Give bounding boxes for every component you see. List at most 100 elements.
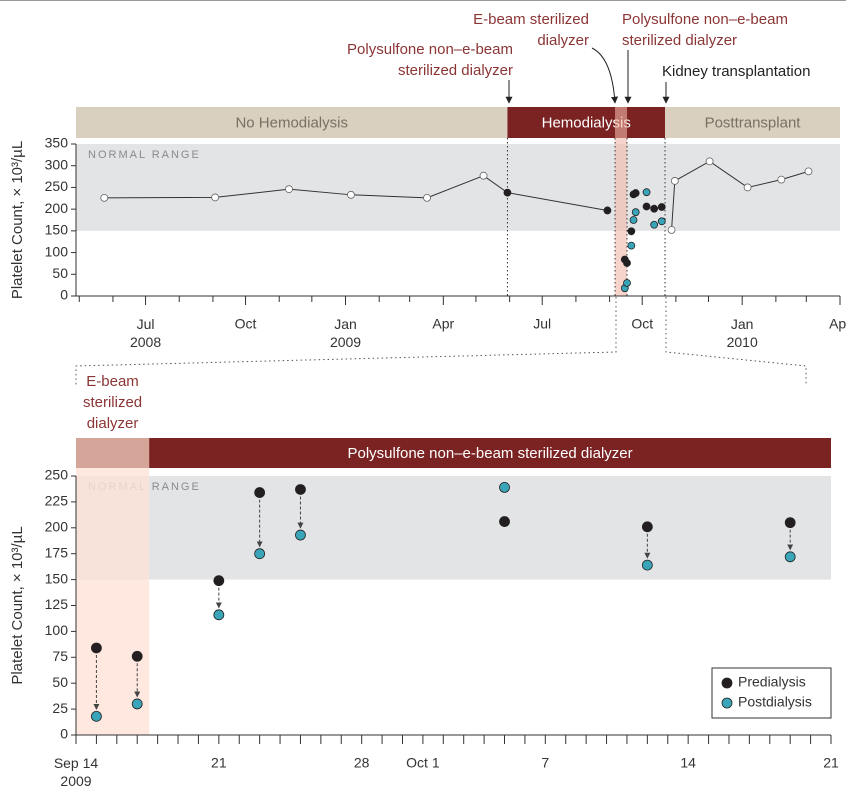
x-tick-label: 28 xyxy=(354,755,370,771)
period-label: E-beam sterilized dialyzer xyxy=(83,373,142,432)
data-point xyxy=(657,203,666,211)
y-tick-label: 100 xyxy=(45,622,69,638)
x-tick-label: Jan 2009 xyxy=(330,316,361,350)
annotation: Polysulfone non–e-beam sterilized dialyze… xyxy=(622,11,788,49)
data-point xyxy=(254,548,266,560)
period-label: No Hemodialysis xyxy=(235,114,348,131)
x-tick-label: Jan 2010 xyxy=(727,316,758,350)
normal-range-label: NORMAL RANGE xyxy=(88,149,201,161)
data-point xyxy=(623,279,631,287)
data-point xyxy=(670,177,679,185)
data-point xyxy=(254,487,266,498)
data-point xyxy=(642,188,651,197)
data-point xyxy=(629,216,638,224)
y-tick-label: 0 xyxy=(60,726,68,742)
x-tick-label: Jul 2008 xyxy=(130,316,161,350)
legend-label: Postdialysis xyxy=(738,694,812,710)
y-tick-label: 350 xyxy=(45,135,69,151)
data-point xyxy=(131,698,143,710)
y-tick-label: 200 xyxy=(45,200,69,216)
data-point xyxy=(631,189,640,197)
x-tick-label: Oct xyxy=(235,316,257,332)
y-tick-label: 200 xyxy=(45,519,69,535)
annotation: Polysulfone non–e-beam sterilized dialyze… xyxy=(347,41,513,79)
data-point xyxy=(642,202,651,211)
y-tick-label: 50 xyxy=(52,265,68,281)
data-point xyxy=(743,183,752,192)
data-point xyxy=(641,559,653,571)
legend-label: Predialysis xyxy=(738,674,806,690)
data-point xyxy=(347,190,355,199)
data-point xyxy=(423,193,431,202)
x-tick-label: Sep 14 2009 xyxy=(54,755,99,789)
x-tick-label: Jul xyxy=(533,316,551,332)
data-point xyxy=(499,481,510,493)
period-band xyxy=(665,107,840,138)
data-point xyxy=(641,521,653,533)
data-point xyxy=(131,650,143,662)
data-point xyxy=(657,217,666,226)
y-axis-title: Platelet Count, × 10³/µL xyxy=(9,526,26,684)
data-point xyxy=(91,710,102,722)
period-band xyxy=(507,107,666,138)
data-point xyxy=(667,226,676,234)
legend-box xyxy=(711,667,832,719)
x-tick-label: 21 xyxy=(823,755,839,771)
y-tick-label: 0 xyxy=(60,287,68,303)
y-tick-label: 150 xyxy=(45,222,69,238)
period-band xyxy=(76,107,508,138)
data-point xyxy=(213,575,225,587)
y-tick-label: 75 xyxy=(52,648,68,664)
plot-area xyxy=(76,144,840,231)
series-line xyxy=(671,160,809,231)
data-point xyxy=(623,259,631,267)
y-tick-label: 300 xyxy=(45,156,69,172)
data-point xyxy=(804,167,813,176)
data-point xyxy=(499,516,510,527)
y-tick-label: 150 xyxy=(45,570,69,586)
x-tick-label: Apr xyxy=(432,316,454,332)
data-point xyxy=(631,208,640,217)
period-label: Hemodialysis xyxy=(542,114,631,131)
period-label: Posttransplant xyxy=(705,114,802,131)
data-point xyxy=(650,204,659,213)
y-tick-label: 250 xyxy=(45,178,69,194)
period-band xyxy=(149,438,831,468)
data-point xyxy=(627,227,636,236)
data-point xyxy=(479,171,488,180)
series-line xyxy=(104,175,608,211)
data-point xyxy=(705,157,714,166)
data-point xyxy=(784,551,796,563)
annotation-arrow xyxy=(591,47,619,104)
y-tick-label: 250 xyxy=(45,467,69,483)
y-tick-label: 100 xyxy=(45,243,69,259)
data-point xyxy=(784,517,796,529)
x-tick-label: 21 xyxy=(211,755,227,771)
legend-swatch xyxy=(721,697,733,709)
y-axis-title: Platelet Count, × 10³/µL xyxy=(9,141,26,299)
x-tick-label: 14 xyxy=(680,755,696,771)
normal-range xyxy=(76,476,831,580)
data-point xyxy=(627,241,636,250)
x-tick-label: Apr xyxy=(829,316,846,332)
x-tick-label: 7 xyxy=(541,755,549,771)
data-point xyxy=(295,529,306,541)
y-tick-label: 225 xyxy=(45,493,69,509)
legend-swatch xyxy=(721,677,733,689)
zoom-connector xyxy=(75,297,807,386)
highlight xyxy=(76,468,150,735)
data-point xyxy=(285,185,293,194)
data-point xyxy=(211,193,220,202)
x-tick-label: Oct 1 xyxy=(406,755,440,771)
period-label: Polysulfone non–e-beam sterilized dialyz… xyxy=(347,445,632,462)
data-point xyxy=(777,175,786,184)
plot-area xyxy=(76,476,831,580)
annotation: Kidney transplantation xyxy=(662,63,810,80)
data-point xyxy=(91,642,102,654)
data-point xyxy=(603,206,612,215)
y-tick-label: 125 xyxy=(45,596,69,612)
y-tick-label: 25 xyxy=(52,700,68,716)
y-tick-label: 175 xyxy=(45,544,69,560)
data-point xyxy=(213,609,225,621)
